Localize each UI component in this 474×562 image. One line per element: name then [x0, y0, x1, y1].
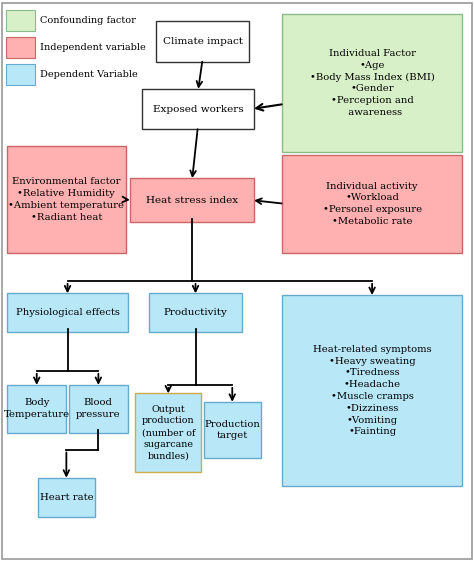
Text: Independent variable: Independent variable — [40, 43, 146, 52]
Text: Blood
pressure: Blood pressure — [76, 398, 121, 419]
Text: Dependent Variable: Dependent Variable — [40, 70, 138, 79]
FancyBboxPatch shape — [7, 385, 66, 433]
Text: Confounding factor: Confounding factor — [40, 16, 136, 25]
FancyBboxPatch shape — [130, 178, 254, 222]
FancyBboxPatch shape — [282, 155, 462, 253]
FancyBboxPatch shape — [142, 89, 254, 129]
FancyBboxPatch shape — [6, 64, 35, 85]
Text: Environmental factor
•Relative Humidity
•Ambient temperature
•Radiant heat: Environmental factor •Relative Humidity … — [9, 177, 124, 222]
FancyBboxPatch shape — [38, 478, 95, 517]
FancyBboxPatch shape — [282, 14, 462, 152]
Text: Exposed workers: Exposed workers — [153, 105, 243, 114]
FancyBboxPatch shape — [6, 10, 35, 31]
FancyBboxPatch shape — [156, 21, 249, 62]
Text: Climate impact: Climate impact — [163, 37, 243, 46]
FancyBboxPatch shape — [6, 37, 35, 58]
Text: Body
Temperature: Body Temperature — [4, 398, 70, 419]
Text: Individual Factor
•Age
•Body Mass Index (BMI)
•Gender
•Perception and
  awarenes: Individual Factor •Age •Body Mass Index … — [310, 49, 435, 117]
FancyBboxPatch shape — [7, 293, 128, 332]
Text: Individual activity
•Workload
•Personel exposure
•Metabolic rate: Individual activity •Workload •Personel … — [322, 182, 422, 226]
Text: Productivity: Productivity — [164, 308, 228, 317]
Text: Heat-related symptoms
•Heavy sweating
•Tiredness
•Headache
•Muscle cramps
•Dizzi: Heat-related symptoms •Heavy sweating •T… — [313, 345, 431, 436]
Text: Heart rate: Heart rate — [39, 493, 93, 502]
Text: Production
target: Production target — [204, 419, 260, 441]
FancyBboxPatch shape — [282, 295, 462, 486]
Text: Output
production
(number of
sugarcane
bundles): Output production (number of sugarcane b… — [142, 405, 195, 461]
FancyBboxPatch shape — [149, 293, 242, 332]
Text: Heat stress index: Heat stress index — [146, 196, 238, 205]
FancyBboxPatch shape — [204, 402, 261, 458]
FancyBboxPatch shape — [7, 146, 126, 253]
FancyBboxPatch shape — [135, 393, 201, 472]
Text: Physiological effects: Physiological effects — [16, 308, 119, 317]
FancyBboxPatch shape — [69, 385, 128, 433]
